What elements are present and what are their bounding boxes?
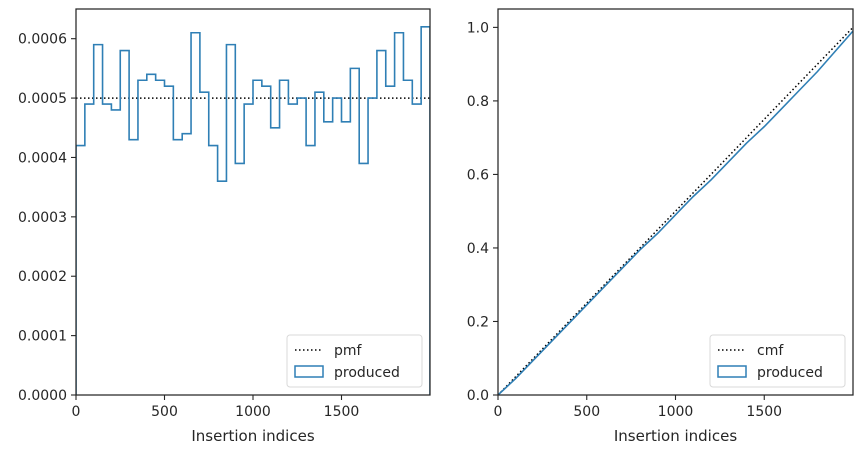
left-legend-produced-label: produced [334,365,400,381]
left-series-produced-line [76,26,430,395]
right-x-tick-label: 1000 [658,404,694,420]
left-y-tick-label: 0.0000 [18,388,67,404]
left-y-tick-label: 0.0002 [18,269,67,285]
left-y-tick-label: 0.0006 [18,32,67,48]
left-axis-layer: 0.0000 0.0001 0.0002 0.0003 0.0004 0.0005 0.00… [18,32,359,420]
right-x-tick-label: 1500 [746,404,782,420]
right-x-tick-label: 0 [494,404,503,420]
left-plot-layer [76,26,430,395]
right-series-group [498,26,853,395]
right-y-tick-label: 0.4 [467,241,489,257]
left-x-tick-label: 0 [72,404,81,420]
left-legend-pmf-label: pmf [334,343,363,359]
right-plot-layer [498,26,853,395]
left-y-tick-label: 0.0004 [18,150,67,166]
left-x-tick-label: 1000 [235,404,271,420]
left-y-tick-label: 0.0001 [18,329,67,345]
left-series-group [76,26,430,395]
right-axis-layer: 0.0 0.2 0.4 0.6 0.8 1.0 0 500 1000 1500 [467,20,782,420]
right-legend: cmf produced [709,334,846,388]
right-x-axis-label: Insertion indices [614,427,737,445]
right-legend-produced-swatch [717,365,747,378]
right-x-tick-label: 500 [573,404,600,420]
left-x-tick-label: 500 [151,404,178,420]
right-chart-panel: 0.0 0.2 0.4 0.6 0.8 1.0 0 500 1000 1500 Insertion… [467,8,854,445]
left-legend-box [286,334,423,388]
right-legend-box [709,334,846,388]
left-y-tick-label: 0.0005 [18,91,67,107]
left-legend: pmf produced [286,334,423,388]
left-chart-panel: 0.0000 0.0001 0.0002 0.0003 0.0004 0.0005 0.00… [18,8,431,445]
right-y-tick-label: 0.8 [467,94,489,110]
right-y-tick-label: 0.0 [467,388,489,404]
right-legend-produced-label: produced [757,365,823,381]
right-y-tick-label: 1.0 [467,20,489,36]
right-legend-cmf-label: cmf [757,343,784,359]
left-y-tick-label: 0.0003 [18,210,67,226]
right-y-tick-label: 0.2 [467,314,489,330]
right-series-cmf-line [498,26,853,395]
right-series-produced-line [498,30,853,395]
left-x-tick-label: 1500 [324,404,360,420]
left-legend-produced-swatch [294,365,324,378]
right-y-tick-label: 0.6 [467,167,489,183]
left-x-axis-label: Insertion indices [191,427,314,445]
